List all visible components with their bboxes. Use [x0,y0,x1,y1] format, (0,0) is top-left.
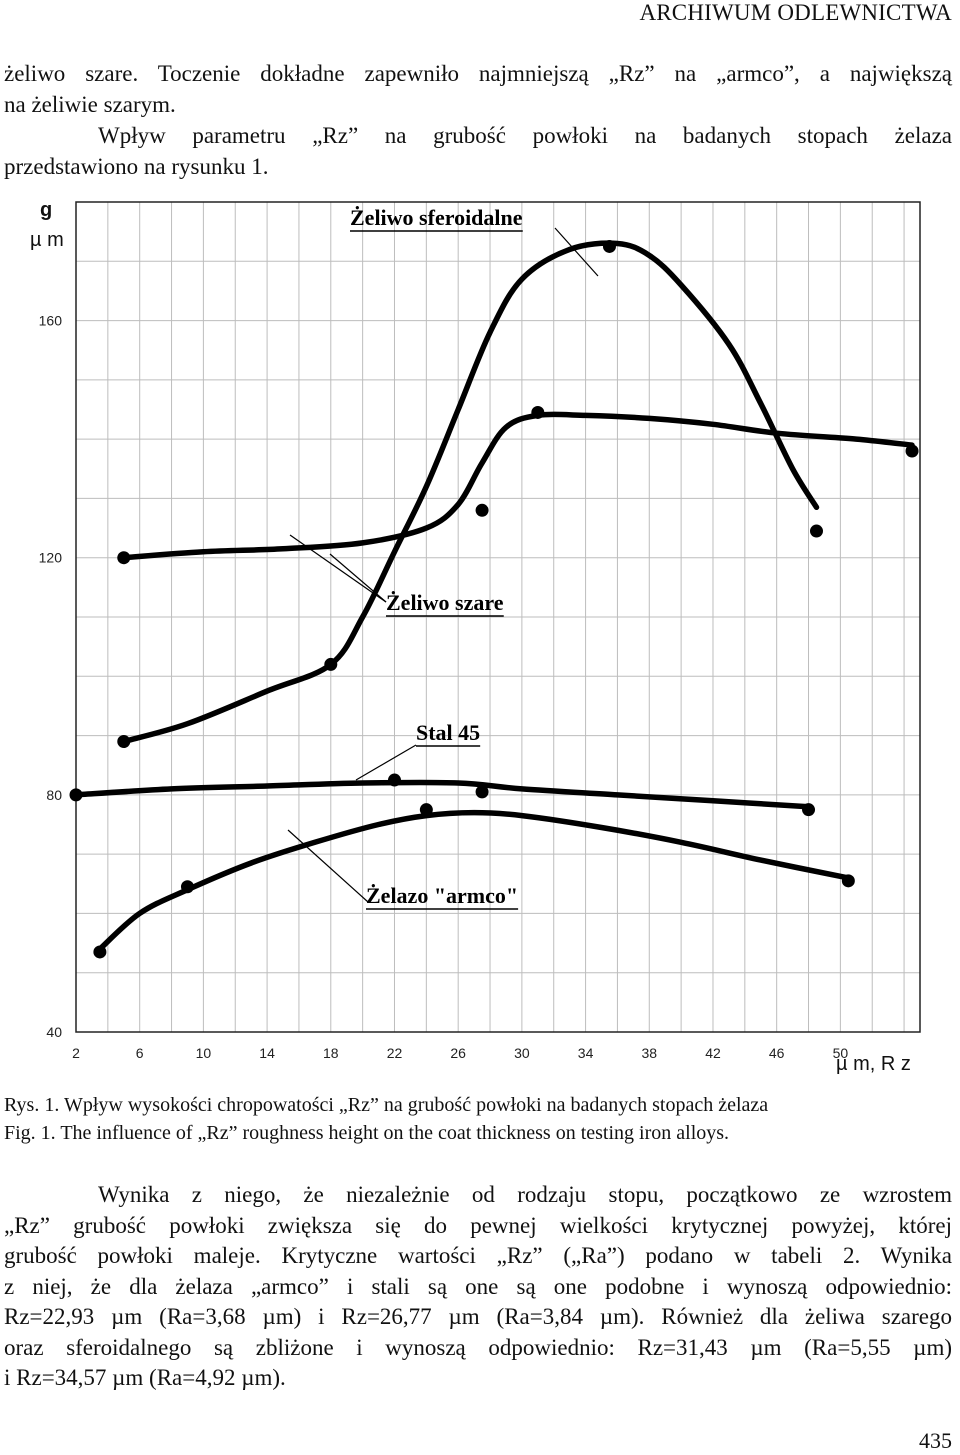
x-tick-label: 2 [72,1045,80,1061]
x-tick-label: 14 [259,1045,275,1061]
x-tick-label: 46 [769,1045,785,1061]
text-line: oraz sferoidalnego są zbliżone i wynoszą… [4,1334,952,1360]
paragraph-discussion: Wynika z niego, że niezależnie od rodzaj… [4,1180,952,1394]
text-line: Wpływ parametru „Rz” na grubość powłoki … [98,123,952,148]
x-tick-label: 38 [641,1045,657,1061]
leader-line [554,227,599,277]
series-labels: Żeliwo sferoidalne Żeliwo szare Stal 45 Żel… [350,205,523,910]
text-line: na żeliwie szarym. [4,92,176,117]
text-line: grubość powłoki maleje. Krytyczne wartoś… [4,1243,952,1268]
text-line: i Rz=34,57 µm (Ra=4,92 µm). [4,1365,286,1390]
text-line: przedstawiono na rysunku 1. [4,154,269,179]
axis-units: g µ m µ m, R z [30,199,911,1075]
series-line [121,411,915,561]
page-number: 435 [919,1428,952,1453]
data-point [841,874,855,888]
journal-header: ARCHIWUM ODLEWNICTWA [639,0,952,25]
leader-line [289,534,387,603]
data-point [69,788,83,802]
series-line [73,779,812,810]
leader-lines [287,227,599,903]
y-axis-unit: g [40,199,52,221]
text-line: z niej, że dla żelaza „armco” i stali są… [4,1273,952,1299]
data-point [475,785,489,799]
y-axis-unit: µ m [30,229,64,251]
data-point [809,524,823,538]
data-point [324,657,338,671]
x-tick-label: 26 [450,1045,466,1061]
data-point [802,803,816,817]
data-point [387,773,401,787]
x-axis-unit: µ m, R z [836,1053,911,1075]
x-tick-label: 50 [833,1045,849,1061]
series-line [97,809,852,952]
data-point [419,803,433,817]
figure-caption-pl: Rys. 1. Wpływ wysokości chropowatości „R… [4,1094,769,1116]
y-tick-label: 120 [39,550,63,566]
figure-caption-en: Fig. 1. The influence of „Rz” roughness … [4,1122,730,1144]
plot-frame [75,201,921,1033]
leader-line [287,829,369,903]
data-point [117,735,131,748]
data-point [602,239,616,253]
data-point [93,945,107,959]
x-tick-label: 34 [578,1045,594,1061]
series-label: Żelazo "armco" [366,883,518,908]
series-points [69,239,919,959]
y-tick-label: 80 [46,787,62,803]
text-line: Wynika z niego, że niezależnie od rodzaj… [98,1182,952,1207]
data-point [117,551,131,565]
x-tick-label: 18 [323,1045,339,1061]
text-line: żeliwo szare. Toczenie dokładne zapewnił… [4,61,952,86]
x-tick-label: 6 [136,1045,144,1061]
text-line: Rz=22,93 µm (Ra=3,68 µm) i Rz=26,77 µm (… [4,1304,952,1329]
series-label: Stal 45 [416,720,480,745]
data-point [475,503,489,517]
leader-line [329,553,387,603]
data-point [531,405,545,419]
paragraph-intro: żeliwo szare. Toczenie dokładne zapewnił… [4,58,952,182]
x-tick-label: 30 [514,1045,530,1061]
y-tick-label: 40 [46,1024,62,1040]
series-label: Żeliwo sferoidalne [350,205,523,230]
series-label: Żeliwo szare [386,590,504,615]
text-line: „Rz” grubość powłoki zwiększa się do pew… [4,1212,952,1238]
x-tick-label: 22 [387,1045,403,1061]
x-tick-label: 42 [705,1045,721,1061]
y-tick-label: 160 [39,313,63,329]
data-point [180,880,194,894]
x-tick-label: 10 [196,1045,212,1061]
series-line [121,240,820,745]
leader-line [355,744,417,781]
data-point [905,444,919,458]
